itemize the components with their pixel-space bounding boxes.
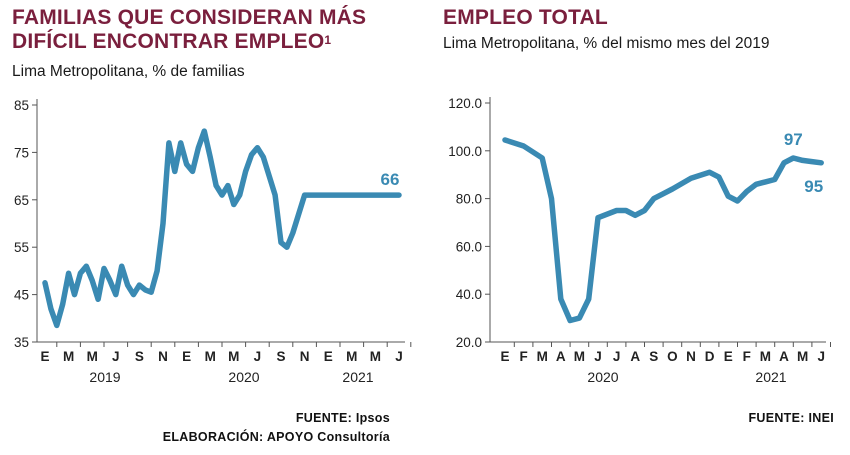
left-year-label: 2020 (228, 369, 259, 385)
right-x-tick-label: A (556, 349, 566, 364)
left-x-tick-label: N (158, 349, 168, 364)
right-x-tick-label: F (743, 349, 751, 364)
left-x-tick-label: M (346, 349, 357, 364)
left-source: FUENTE: Ipsos (295, 411, 390, 425)
left-x-tick-label: J (395, 349, 403, 364)
right-x-tick-label: A (630, 349, 640, 364)
left-year-label: 2019 (89, 369, 120, 385)
right-chart-title: EMPLEO TOTAL (443, 6, 608, 29)
right-y-tick-label: 60.0 (456, 239, 482, 254)
left-x-tick-label: E (324, 349, 333, 364)
right-x-tick-label: J (613, 349, 621, 364)
left-x-tick-label: S (135, 349, 144, 364)
right-x-tick-label: O (667, 349, 678, 364)
left-y-tick-label: 65 (14, 193, 29, 208)
left-series-line (42, 128, 402, 329)
right-x-tick-label: M (574, 349, 585, 364)
right-end-data-label: 95 (804, 177, 823, 196)
right-x-tick-label: S (649, 349, 658, 364)
left-x-tick-label: M (63, 349, 74, 364)
left-title-footnote: 1 (324, 33, 332, 47)
right-y-tick-label: 20.0 (456, 335, 482, 350)
right-year-label: 2020 (587, 369, 618, 385)
right-year-label: 2021 (755, 369, 786, 385)
right-x-tick-label: N (686, 349, 696, 364)
left-x-tick-label: M (87, 349, 98, 364)
right-x-tick-label: M (797, 349, 808, 364)
right-x-tick-label: E (724, 349, 733, 364)
left-title-line2: DIFÍCIL ENCONTRAR EMPLEO (12, 30, 325, 53)
right-x-tick-label: M (760, 349, 771, 364)
left-end-data-label: 66 (381, 170, 400, 189)
left-title-line1: FAMILIAS QUE CONSIDERAN MÁS (12, 6, 367, 29)
right-x-tick-label: A (779, 349, 789, 364)
left-y-tick-label: 35 (14, 335, 29, 350)
right-x-tick-label: J (594, 349, 602, 364)
right-x-tick-label: M (537, 349, 548, 364)
right-chart-subtitle: Lima Metropolitana, % del mismo mes del … (443, 35, 770, 52)
right-x-tick-label: F (519, 349, 527, 364)
left-y-tick-label: 55 (14, 240, 29, 255)
right-x-tick-label: E (500, 349, 509, 364)
right-y-tick-label: 40.0 (456, 287, 482, 302)
left-x-tick-label: S (276, 349, 285, 364)
left-x-tick-label: M (205, 349, 216, 364)
right-series-line (502, 137, 824, 324)
right-y-tick-label: 100.0 (448, 144, 482, 159)
left-x-tick-label: N (300, 349, 310, 364)
left-x-tick-label: M (228, 349, 239, 364)
left-x-tick-label: J (112, 349, 120, 364)
left-y-tick-label: 85 (14, 98, 29, 113)
left-x-tick-label: M (370, 349, 381, 364)
left-chart-title: FAMILIAS QUE CONSIDERAN MÁS DIFÍCIL ENCO… (12, 6, 366, 54)
left-year-label: 2021 (342, 369, 373, 385)
left-x-tick-label: E (182, 349, 191, 364)
right-source: FUENTE: INEI (748, 411, 834, 425)
right-y-tick-label: 80.0 (456, 192, 482, 207)
right-x-tick-label: D (705, 349, 715, 364)
right-x-tick-label: J (817, 349, 825, 364)
right-y-tick-label: 120.0 (448, 96, 482, 111)
left-y-tick-label: 75 (14, 145, 29, 160)
right-peak-data-label: 97 (784, 130, 803, 149)
left-x-tick-label: E (40, 349, 49, 364)
left-elaboration: ELABORACIÓN: APOYO Consultoría (162, 430, 390, 444)
left-y-tick-label: 45 (14, 288, 29, 303)
left-chart-subtitle: Lima Metropolitana, % de familias (12, 63, 245, 80)
left-x-tick-label: J (254, 349, 262, 364)
